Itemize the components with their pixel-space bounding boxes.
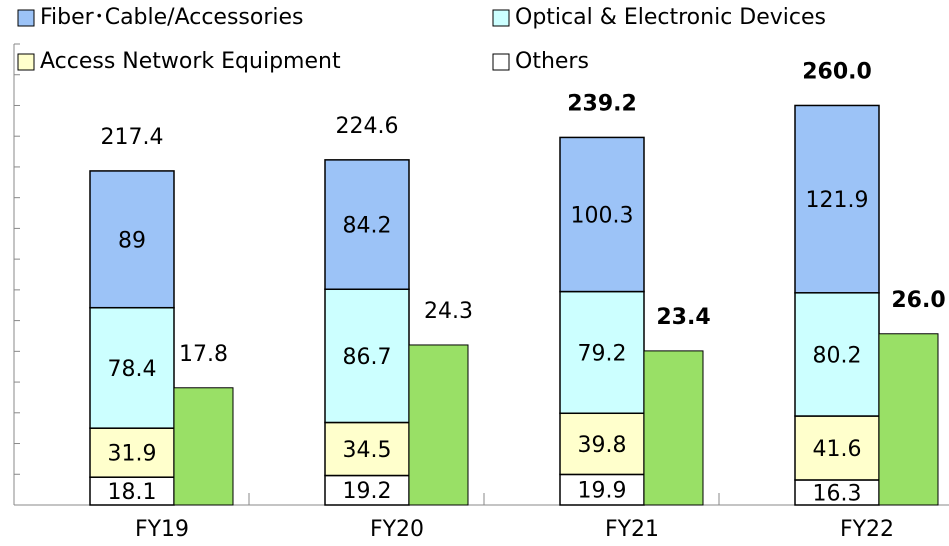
side-bar-label: 17.8 xyxy=(179,342,228,367)
bar-segment xyxy=(559,412,645,476)
x-tick-label: FY20 xyxy=(370,517,424,542)
segment-label: 121.9 xyxy=(806,188,869,213)
segment-label: 86.7 xyxy=(343,345,392,370)
segment-label: 89 xyxy=(118,228,146,253)
bar-segment xyxy=(324,159,410,291)
side-bar-label: 24.3 xyxy=(424,299,473,324)
x-tick-label: FY19 xyxy=(135,517,189,542)
legend-label: Others xyxy=(515,49,589,74)
side-bar-label: 26.0 xyxy=(891,288,945,313)
bar-segment xyxy=(324,288,410,424)
bar-segment xyxy=(794,415,880,481)
segment-label: 19.2 xyxy=(343,479,392,504)
segment-label: 79.2 xyxy=(578,341,627,366)
total-label: 239.2 xyxy=(567,91,637,116)
total-label: 217.4 xyxy=(101,125,164,150)
side-bar xyxy=(643,350,704,506)
total-label: 260.0 xyxy=(802,59,872,84)
legend-swatch xyxy=(492,53,510,71)
total-label: 224.6 xyxy=(336,114,399,139)
segment-label: 39.8 xyxy=(578,433,627,458)
bar-segment xyxy=(324,474,410,506)
side-bar xyxy=(408,344,469,506)
legend-swatch xyxy=(492,9,510,27)
segment-label: 18.1 xyxy=(108,480,157,505)
segment-label: 80.2 xyxy=(813,343,862,368)
x-tick-label: FY22 xyxy=(840,517,894,542)
side-bar xyxy=(878,333,939,506)
segment-label: 34.5 xyxy=(343,438,392,463)
bar-segment xyxy=(559,290,645,415)
segment-label: 100.3 xyxy=(571,203,634,228)
bar-segment xyxy=(89,170,175,309)
legend-label: Access Network Equipment xyxy=(40,49,341,74)
bar-segment xyxy=(794,292,880,417)
segment-label: 41.6 xyxy=(813,437,862,462)
legend-label: Fiber･Cable/Accessories xyxy=(40,5,304,30)
side-bar xyxy=(173,387,234,506)
segment-label: 31.9 xyxy=(108,442,157,467)
legend-swatch xyxy=(17,53,35,71)
segment-label: 78.4 xyxy=(108,357,157,382)
x-tick-label: FY21 xyxy=(605,517,659,542)
segment-label: 84.2 xyxy=(343,214,392,239)
segment-label: 16.3 xyxy=(813,481,862,506)
bar-segment xyxy=(794,104,880,294)
legend-swatch xyxy=(17,9,35,27)
segment-label: 19.9 xyxy=(578,479,627,504)
bar-segment xyxy=(559,136,645,293)
side-bar-label: 23.4 xyxy=(656,305,710,330)
legend-label: Optical & Electronic Devices xyxy=(515,5,826,30)
